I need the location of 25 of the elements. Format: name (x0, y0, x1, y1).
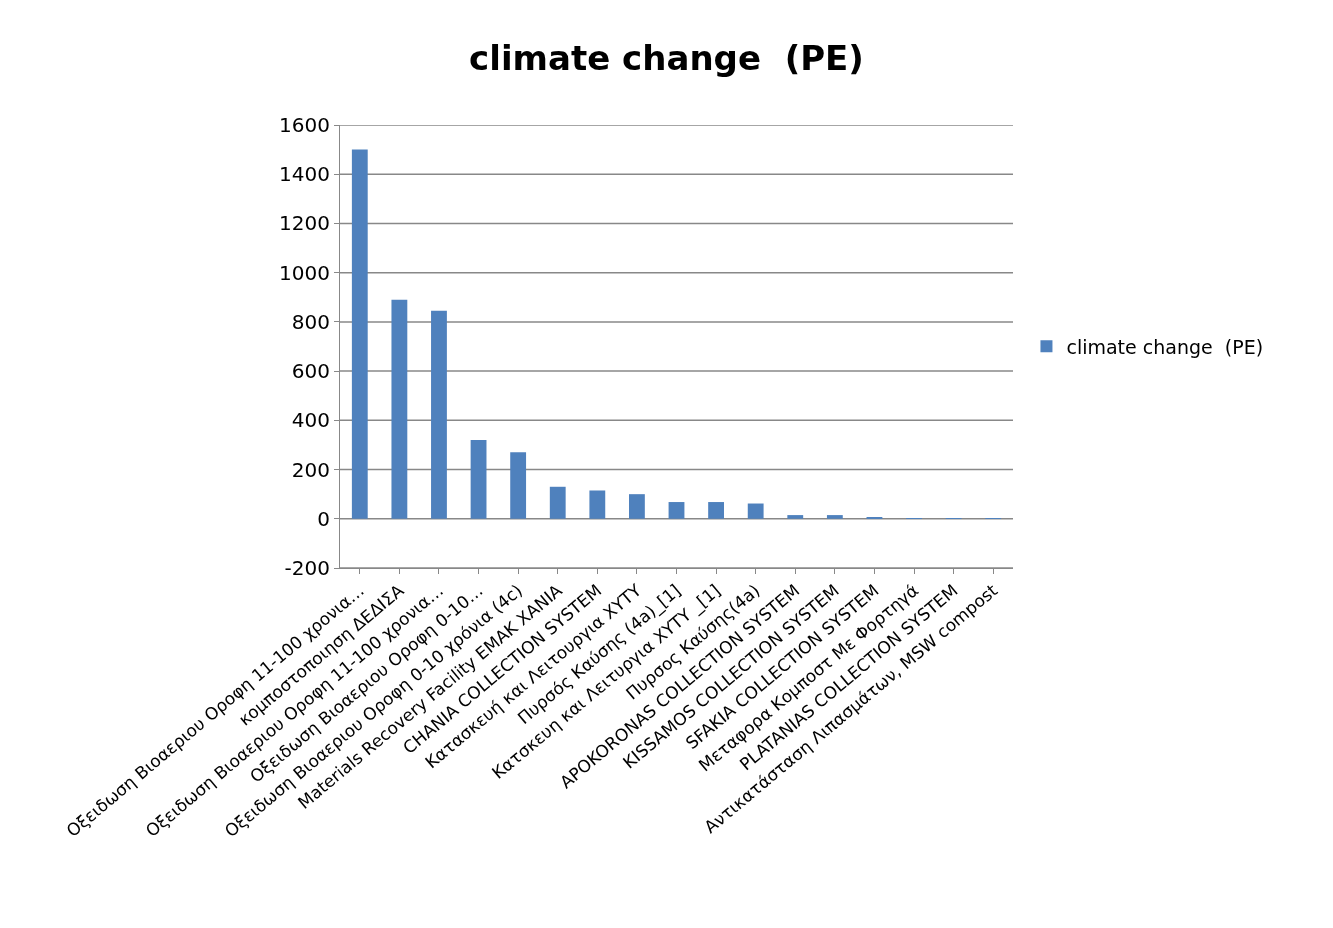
y-tick-label: 0 (317, 506, 330, 531)
bar (470, 440, 487, 519)
y-tick-label: 1200 (279, 211, 330, 236)
chart-title: climate change (PE) (469, 38, 864, 79)
bar (668, 502, 685, 519)
y-tick-label: 1000 (279, 260, 330, 285)
bar (391, 299, 408, 519)
y-tick-label: 1600 (279, 113, 330, 137)
bar (589, 490, 606, 519)
bar (431, 310, 447, 519)
bar (708, 502, 725, 519)
legend-label: climate change (PE) (1066, 335, 1264, 358)
bar (747, 503, 764, 519)
bar (510, 452, 527, 519)
y-tick-label: 400 (291, 408, 330, 433)
y-tick-label: 800 (291, 309, 330, 334)
bar (628, 494, 645, 519)
y-tick-label: 200 (291, 457, 330, 482)
bar (787, 515, 804, 519)
y-tick-label: -200 (284, 556, 330, 580)
bar (549, 486, 566, 519)
y-tick-label: 1400 (279, 162, 330, 187)
bar (351, 149, 368, 519)
y-tick-label: 600 (291, 359, 330, 384)
bar (826, 515, 843, 519)
